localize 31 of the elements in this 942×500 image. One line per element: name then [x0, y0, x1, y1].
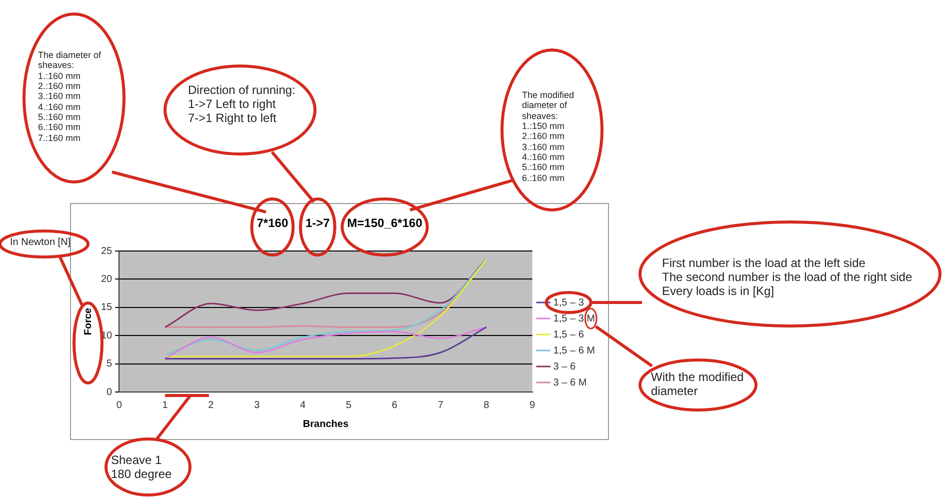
x-tick-label: 0 [116, 400, 122, 411]
legend-label: 1,5 – 3 [553, 297, 584, 308]
x-tick-label: 5 [346, 400, 352, 411]
y-tick-label: 5 [106, 358, 113, 370]
x-tick-label: 4 [300, 400, 306, 411]
legend-label: 3 – 6 [553, 361, 576, 372]
text: First number is the load at the left side The second number is the load of the right side Every loads is in [Kg] [662, 256, 912, 298]
y-tick-label: 0 [106, 386, 113, 398]
text: Direction of running: 1->7 Left to right 7->1 Right to left [188, 83, 296, 126]
text: Sheave 1 180 degree [111, 453, 172, 482]
legend-label: 3 – 6 M [553, 377, 587, 388]
legend-label: 1,5 – 3 M [553, 313, 596, 324]
legend-label: 1,5 – 6 [553, 329, 584, 340]
x-tick-label: 2 [208, 400, 214, 411]
y-tick-label: 25 [101, 246, 113, 257]
legend-label: 1,5 – 6 M [553, 345, 596, 356]
x-tick-label: 1 [162, 400, 168, 411]
x-tick-label: 9 [530, 400, 536, 411]
y-axis-title: Force [82, 307, 94, 336]
text: The modified diameter of sheaves: 1.:150 mm 2.:160 mm 3.:160 mm 4.:160 mm 5.:160 mm 6.:160 mm [522, 90, 574, 183]
chart-title: 7*160 1->7 M=150_6*160 [256, 216, 422, 230]
x-tick-label: 8 [484, 400, 490, 411]
x-axis-title: Branches [302, 418, 349, 430]
y-tick-label: 15 [101, 302, 113, 314]
text: In Newton [N] [10, 237, 71, 248]
x-tick-label: 3 [254, 400, 260, 411]
x-tick-label: 7 [438, 400, 444, 411]
text: The diameter of sheaves: 1.:160 mm 2.:160 mm 3.:160 mm 4.:160 mm 5.:160 mm 6.:160 mm 7.:160 mm [38, 50, 102, 143]
x-tick-label: 6 [392, 400, 398, 411]
y-tick-label: 20 [101, 274, 113, 285]
text: With the modified diameter [651, 370, 744, 399]
